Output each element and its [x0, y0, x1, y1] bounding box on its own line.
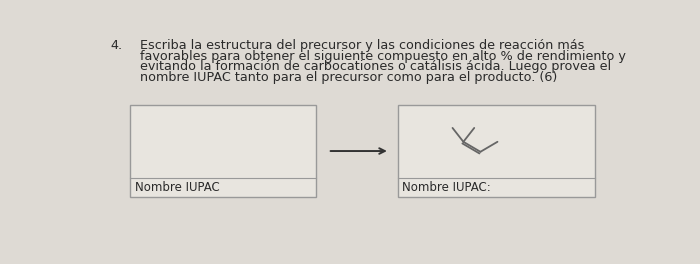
Text: favorables para obtener el siguiente compuesto en alto % de rendimiento y: favorables para obtener el siguiente com… [140, 50, 626, 63]
Bar [130, 105, 316, 197]
Text: evitando la formación de carbocationes o catálisis ácida. Luego provea el: evitando la formación de carbocationes o… [140, 60, 611, 73]
Text: Nombre IUPAC:: Nombre IUPAC: [402, 181, 491, 194]
Text: 4.: 4. [111, 39, 123, 52]
Text: Nombre IUPAC: Nombre IUPAC [135, 181, 220, 194]
Bar [398, 105, 595, 197]
Text: Escriba la estructura del precursor y las condiciones de reacción más: Escriba la estructura del precursor y la… [140, 39, 584, 52]
Text: nombre IUPAC tanto para el precursor como para el producto. (6): nombre IUPAC tanto para el precursor com… [140, 70, 557, 84]
